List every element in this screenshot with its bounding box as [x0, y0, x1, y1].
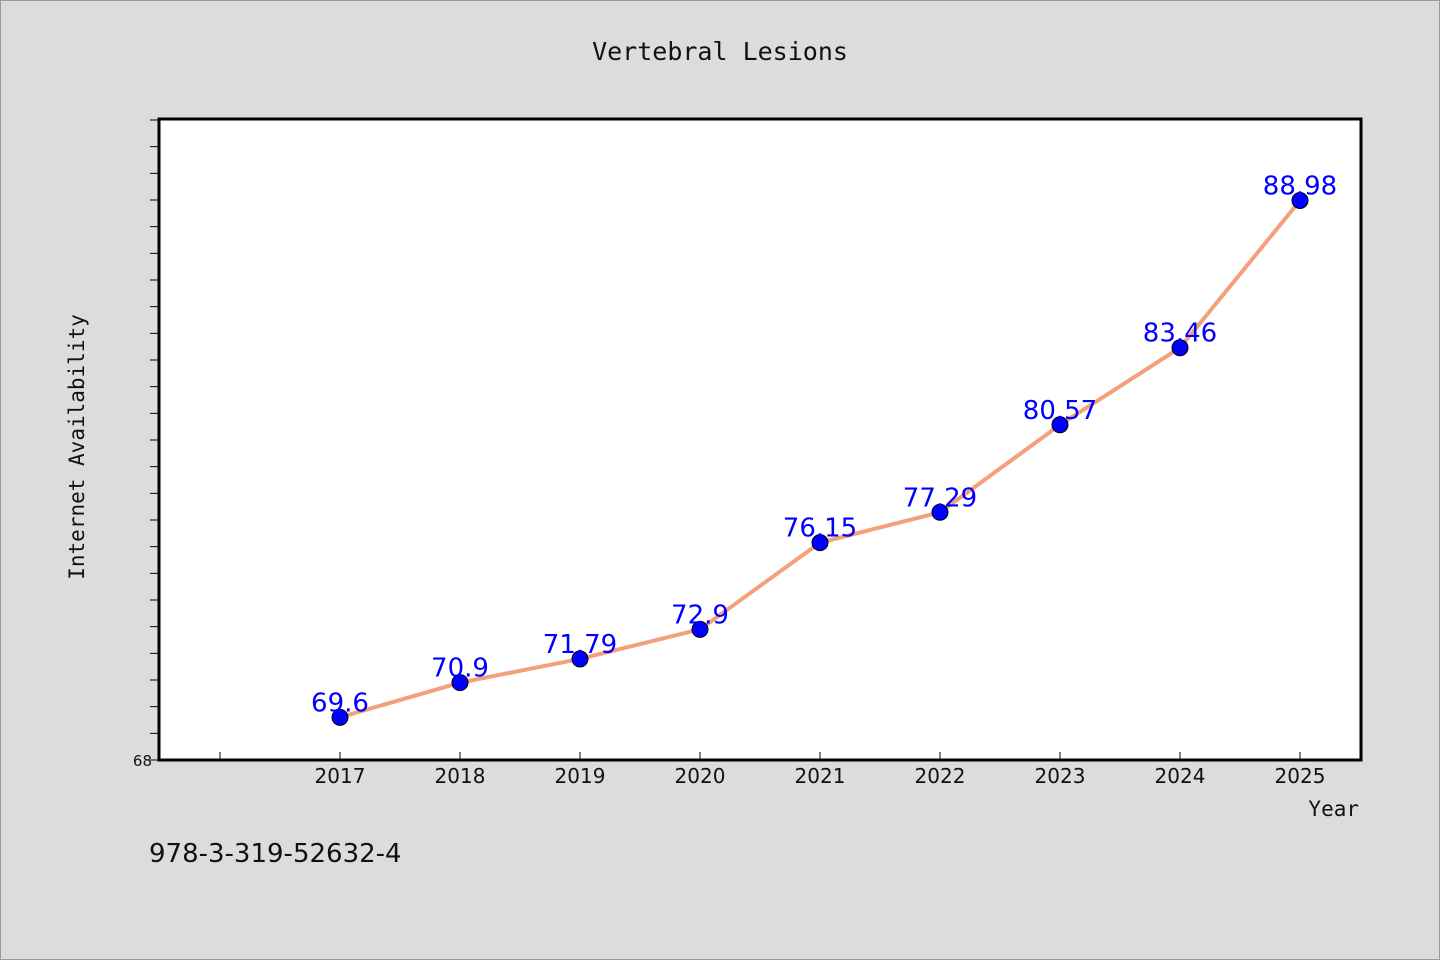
x-axis-label: Year	[1308, 797, 1359, 821]
data-label: 88.98	[1263, 172, 1337, 202]
data-point	[451, 674, 469, 692]
data-label: 83.46	[1143, 319, 1217, 349]
y-axis-ticks	[150, 119, 159, 761]
data-point	[1171, 339, 1189, 357]
y-tick-label-min: 68	[133, 752, 152, 770]
data-point	[1051, 416, 1069, 434]
x-tick-label: 2017	[315, 764, 366, 788]
y-axis-label: Internet Availability	[65, 314, 89, 580]
data-point	[331, 708, 349, 726]
data-label: 70.9	[431, 654, 489, 684]
x-axis-ticks: 2017 2018 2019 2020 2021 2022 2023 2024 2025	[219, 752, 1326, 788]
data-point	[691, 620, 709, 638]
plot-area	[157, 117, 1363, 762]
x-tick-label: 2020	[675, 764, 726, 788]
chart-title: Vertebral Lesions	[592, 37, 848, 66]
x-tick-label: 2018	[435, 764, 486, 788]
data-label: 77.29	[903, 483, 977, 513]
data-label: 76.15	[783, 514, 857, 544]
data-point	[571, 650, 589, 668]
data-label: 71.79	[543, 630, 617, 660]
x-tick-label: 2023	[1035, 764, 1086, 788]
x-tick-label: 2022	[915, 764, 966, 788]
data-point	[1291, 192, 1309, 210]
isbn-footnote: 978-3-319-52632-4	[149, 839, 402, 869]
data-point	[811, 534, 829, 552]
x-tick-label: 2025	[1275, 764, 1326, 788]
data-point	[931, 503, 949, 521]
series-layer: 69.6 70.9 71.79 72.9 76.15 77.29 80.57 83.46 88.…	[311, 172, 1337, 726]
x-tick-label: 2019	[555, 764, 606, 788]
x-tick-label: 2021	[795, 764, 846, 788]
data-label: 80.57	[1023, 396, 1097, 426]
data-label: 72.9	[671, 600, 729, 630]
data-label: 69.6	[311, 688, 369, 718]
x-tick-label: 2024	[1155, 764, 1206, 788]
